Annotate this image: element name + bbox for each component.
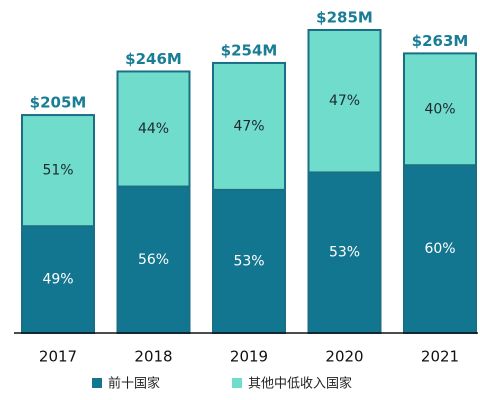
legend-label: 前十国家 bbox=[108, 376, 160, 392]
x-tick-label: 2018 bbox=[134, 348, 172, 366]
legend-swatch bbox=[232, 378, 242, 388]
total-label: $285M bbox=[316, 9, 373, 27]
segment-label: 53% bbox=[329, 245, 360, 261]
segment-label: 51% bbox=[42, 163, 73, 179]
segment-label: 40% bbox=[424, 101, 455, 117]
total-label: $246M bbox=[125, 50, 182, 68]
bar-segment bbox=[403, 52, 477, 167]
bar-segment bbox=[212, 61, 286, 191]
total-label: $254M bbox=[221, 41, 278, 59]
total-label: $205M bbox=[30, 94, 87, 112]
segment-label: 47% bbox=[329, 93, 360, 109]
x-tick-label: 2020 bbox=[325, 348, 363, 366]
legend-label: 其他中低收入国家 bbox=[248, 376, 352, 392]
bar-segment bbox=[21, 114, 95, 228]
segment-label: 53% bbox=[233, 253, 264, 269]
bar-segment bbox=[21, 225, 95, 335]
total-label: $263M bbox=[412, 32, 469, 50]
bar-segment bbox=[307, 29, 382, 174]
segment-label: 49% bbox=[42, 272, 73, 288]
x-tick-label: 2017 bbox=[39, 348, 77, 366]
x-tick-label: 2019 bbox=[230, 348, 268, 366]
bar-segment bbox=[116, 70, 191, 188]
segment-label: 44% bbox=[138, 121, 169, 137]
segment-label: 60% bbox=[424, 241, 455, 257]
x-tick-label: 2021 bbox=[421, 348, 459, 366]
segment-label: 47% bbox=[233, 118, 264, 134]
segment-label: 56% bbox=[138, 252, 169, 268]
legend-swatch bbox=[92, 378, 102, 388]
